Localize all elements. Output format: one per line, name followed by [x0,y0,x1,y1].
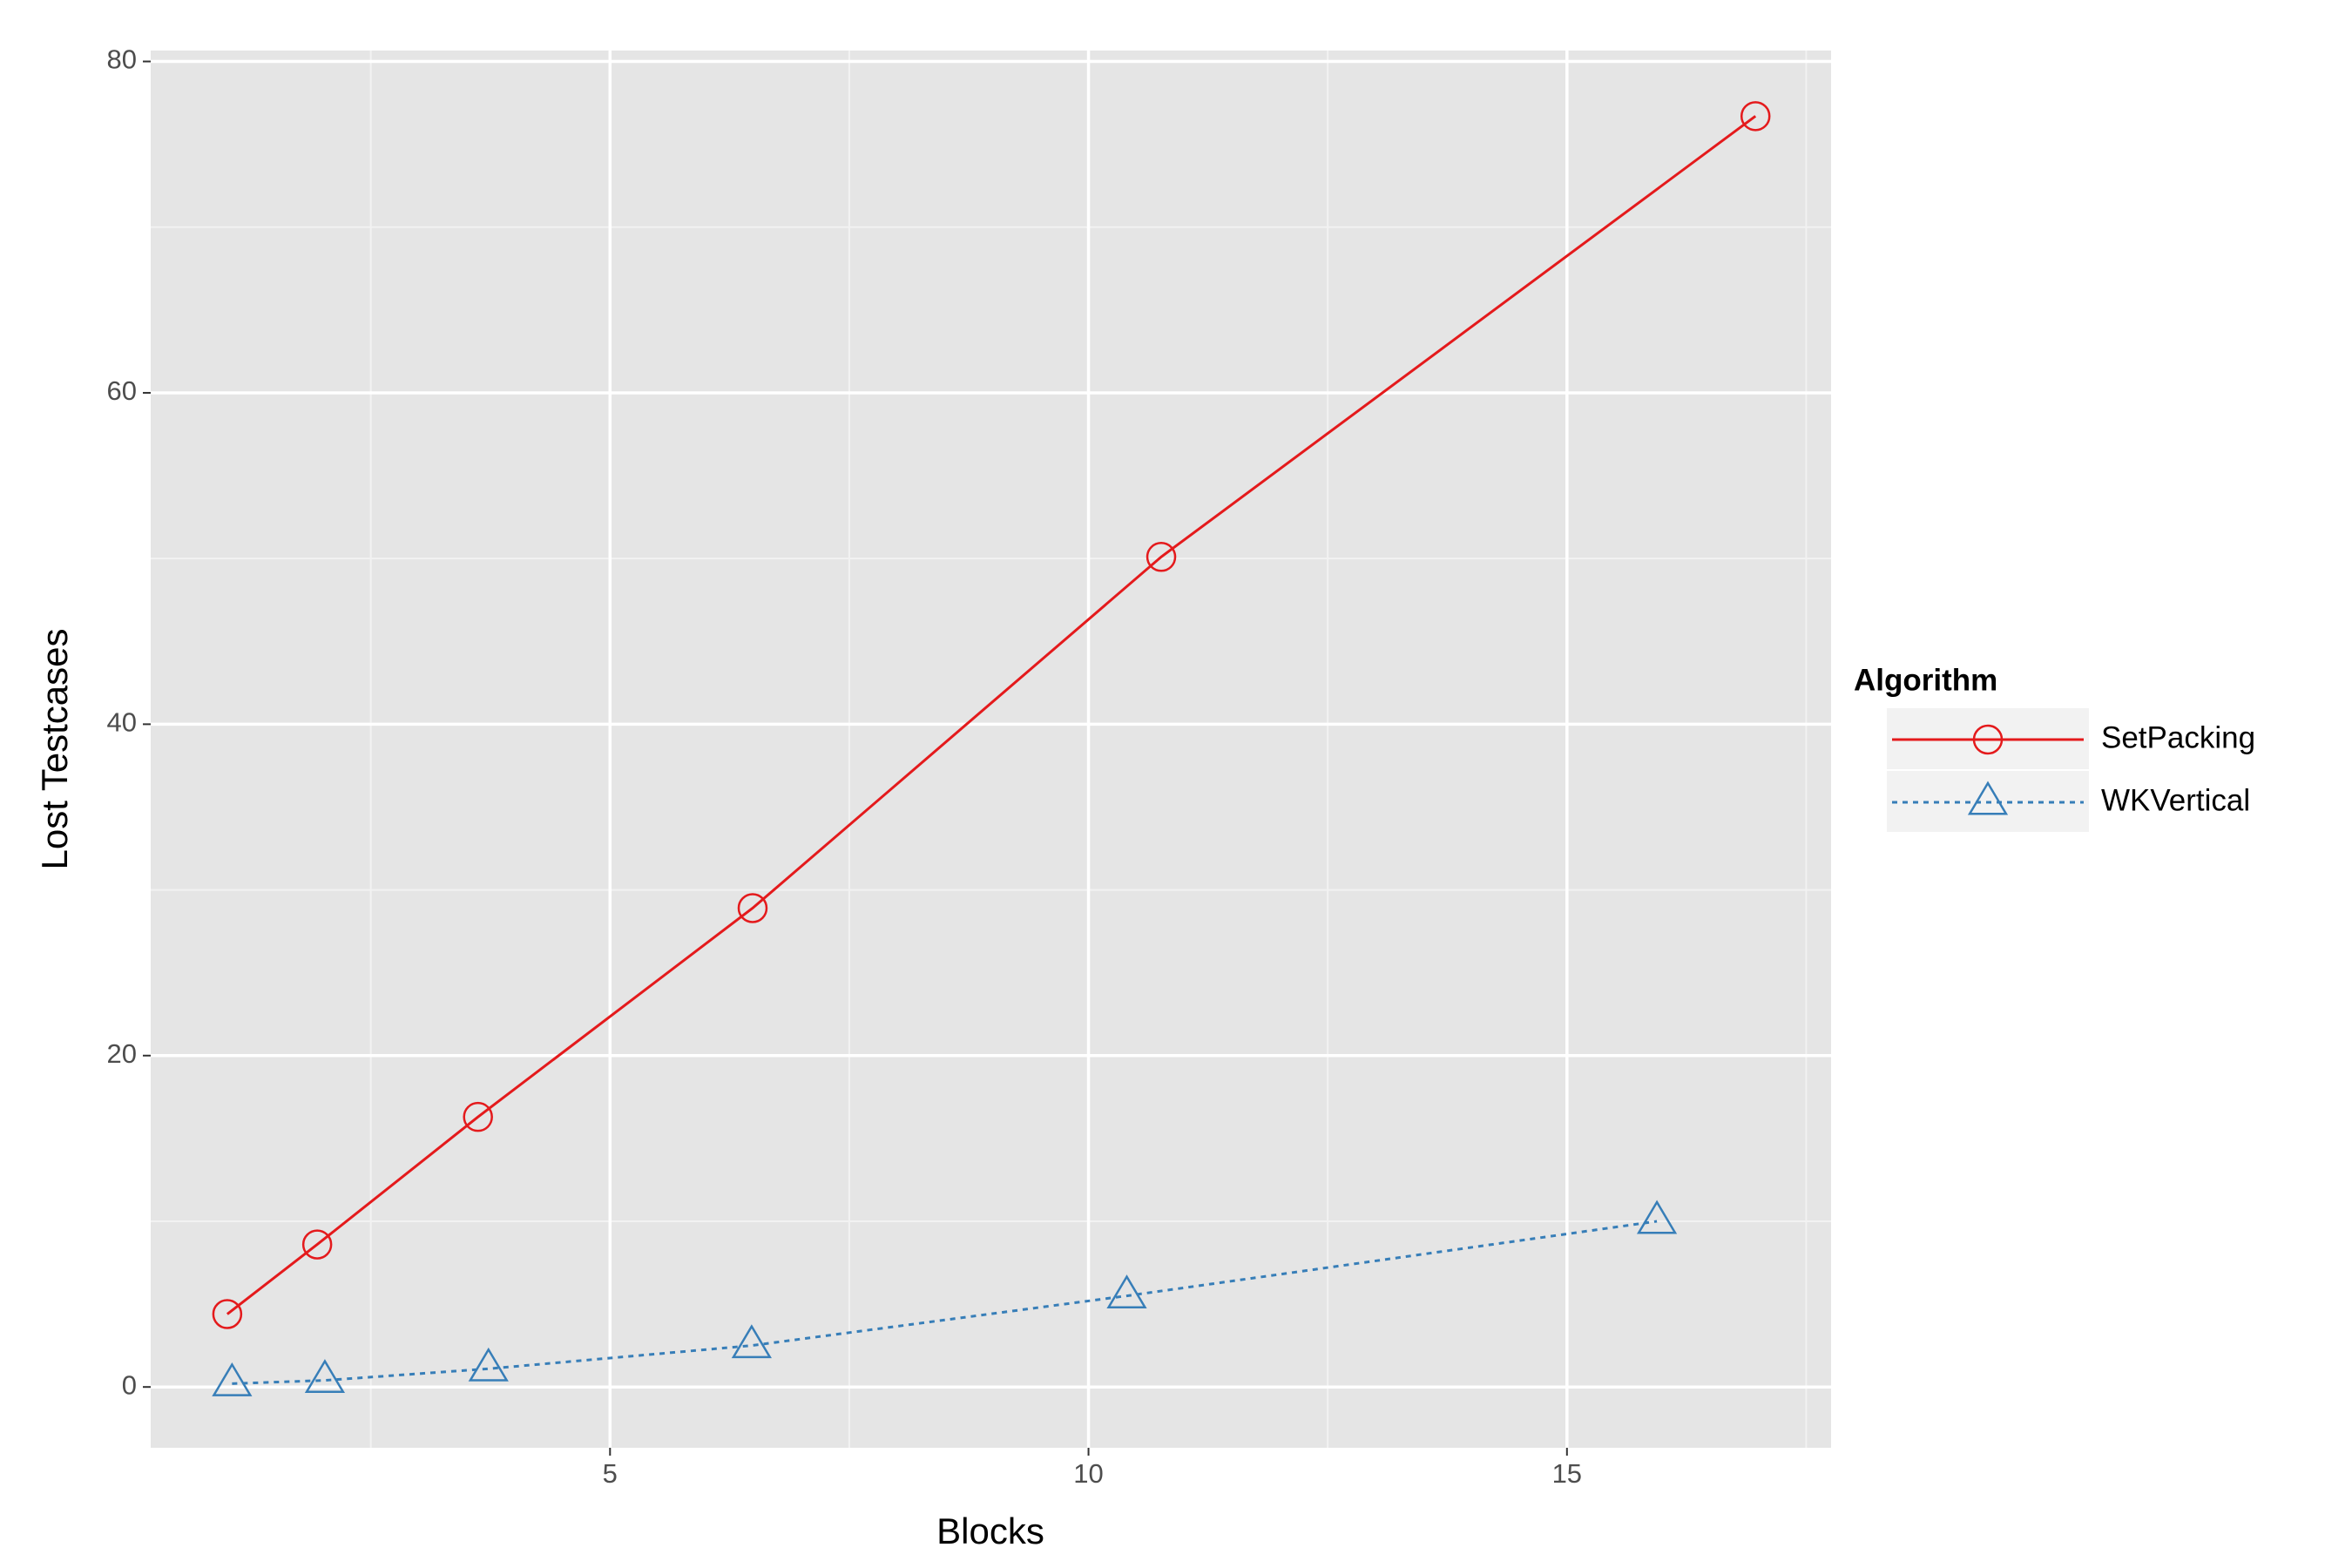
x-tick-label: 5 [603,1458,618,1489]
series-line [226,115,1757,1315]
marker [463,1101,493,1132]
marker [468,1347,509,1382]
y-tick-label: 20 [107,1038,137,1069]
x-axis-title: Blocks [936,1511,1044,1551]
legend-label: WKVertical [2101,783,2250,817]
marker [301,1229,333,1260]
legend-marker [1967,781,2009,815]
y-tick-label: 0 [122,1369,137,1400]
legend-marker [1972,724,2004,755]
series-line [232,1220,1658,1385]
marker [1740,101,1771,132]
y-tick-label: 80 [107,44,137,75]
y-axis-title: Lost Testcases [34,628,75,869]
marker [1636,1200,1678,1234]
y-tick-label: 40 [107,707,137,738]
x-tick-label: 10 [1073,1458,1103,1489]
marker [737,893,768,923]
plot-background [151,51,1831,1448]
marker [304,1359,346,1394]
marker [731,1324,772,1359]
marker [1146,542,1177,572]
marker [1106,1274,1147,1309]
x-tick-label: 15 [1552,1458,1582,1489]
legend-label: SetPacking [2101,720,2255,754]
y-tick-label: 60 [107,375,137,406]
marker [212,1362,253,1396]
marker [212,1299,243,1329]
legend-title: Algorithm [1854,663,1997,697]
